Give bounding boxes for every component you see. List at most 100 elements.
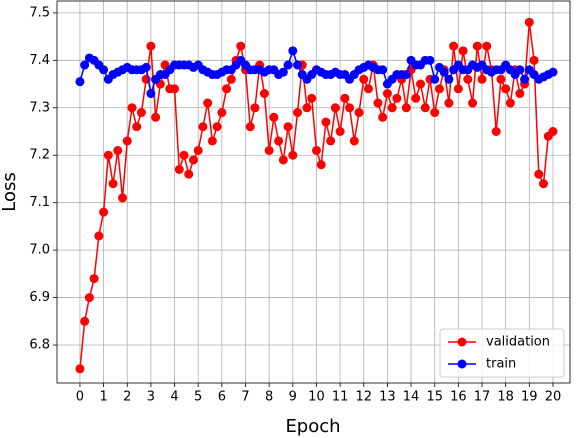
data-point <box>307 93 317 103</box>
data-point <box>539 179 549 189</box>
data-point <box>416 79 426 89</box>
data-point <box>401 103 411 113</box>
legend: validation train <box>439 328 565 378</box>
data-point <box>283 60 293 70</box>
data-point <box>302 103 312 113</box>
y-tick-label: 6.8 <box>29 338 50 353</box>
data-point <box>548 67 558 77</box>
y-tick-label: 7.4 <box>29 53 50 68</box>
data-point <box>491 126 501 136</box>
data-point <box>354 108 364 118</box>
data-point <box>293 108 303 118</box>
data-point <box>127 103 137 113</box>
data-point <box>141 62 151 72</box>
x-axis-label: Epoch <box>285 416 340 437</box>
data-point <box>122 136 132 146</box>
x-tick-label: 6 <box>218 390 226 405</box>
data-point <box>349 136 359 146</box>
x-tick-label: 5 <box>194 390 202 405</box>
legend-box <box>439 328 565 378</box>
data-point <box>136 108 146 118</box>
data-point <box>326 136 336 146</box>
y-tick-label: 7.2 <box>29 148 50 163</box>
y-tick-label: 7.3 <box>29 100 50 115</box>
data-point <box>468 98 478 108</box>
data-point <box>496 74 506 84</box>
legend-label: validation <box>486 335 550 350</box>
data-point <box>463 74 473 84</box>
data-point <box>274 136 284 146</box>
y-axis-label: Loss <box>0 172 20 211</box>
data-point <box>472 41 482 51</box>
data-point <box>477 74 487 84</box>
x-tick-label: 0 <box>76 390 84 405</box>
data-point <box>363 84 373 94</box>
data-point <box>529 55 539 65</box>
legend-marker <box>457 337 467 347</box>
x-tick-label: 3 <box>147 390 155 405</box>
data-point <box>524 17 534 27</box>
data-point <box>288 46 298 56</box>
data-point <box>548 126 558 136</box>
legend-marker <box>457 359 467 369</box>
x-tick-label: 9 <box>289 390 297 405</box>
x-tick-label: 2 <box>123 390 131 405</box>
data-point <box>430 108 440 118</box>
data-point <box>113 145 123 155</box>
data-point <box>146 41 156 51</box>
data-point <box>80 60 90 70</box>
data-point <box>269 112 279 122</box>
data-point <box>401 70 411 80</box>
data-point <box>198 122 208 132</box>
data-point <box>434 84 444 94</box>
data-point <box>420 103 430 113</box>
data-point <box>501 84 511 94</box>
data-point <box>515 65 525 75</box>
data-point <box>103 150 113 160</box>
data-point <box>411 93 421 103</box>
x-tick-label: 8 <box>265 390 273 405</box>
data-point <box>259 89 269 99</box>
data-point <box>236 41 246 51</box>
x-tick-label: 14 <box>403 390 420 405</box>
data-point <box>449 41 459 51</box>
data-point <box>179 150 189 160</box>
data-point <box>520 74 530 84</box>
data-point <box>203 98 213 108</box>
x-tick-label: 11 <box>332 390 349 405</box>
data-point <box>108 179 118 189</box>
data-point <box>80 316 90 326</box>
x-tick-label: 7 <box>241 390 249 405</box>
data-point <box>75 77 85 87</box>
x-tick-label: 18 <box>497 390 514 405</box>
data-point <box>439 67 449 77</box>
x-tick-label: 1 <box>99 390 107 405</box>
data-point <box>118 193 128 203</box>
legend-label: train <box>486 357 516 372</box>
y-tick-label: 7.5 <box>29 5 50 20</box>
data-point <box>482 41 492 51</box>
data-point <box>425 55 435 65</box>
data-point <box>174 164 184 174</box>
data-point <box>184 169 194 179</box>
data-point <box>373 98 383 108</box>
data-point <box>378 112 388 122</box>
data-point <box>321 117 331 127</box>
x-tick-label: 4 <box>170 390 178 405</box>
data-point <box>458 46 468 56</box>
data-point <box>340 93 350 103</box>
data-point <box>453 84 463 94</box>
data-point <box>146 89 156 99</box>
data-point <box>330 103 340 113</box>
plot-frame <box>56 0 571 384</box>
data-point <box>359 74 369 84</box>
data-point <box>382 89 392 99</box>
y-tick-label: 6.9 <box>29 290 50 305</box>
data-point <box>444 74 454 84</box>
data-point <box>226 74 236 84</box>
data-point <box>207 136 217 146</box>
data-point <box>283 122 293 132</box>
data-point <box>278 67 288 77</box>
data-point <box>217 108 227 118</box>
